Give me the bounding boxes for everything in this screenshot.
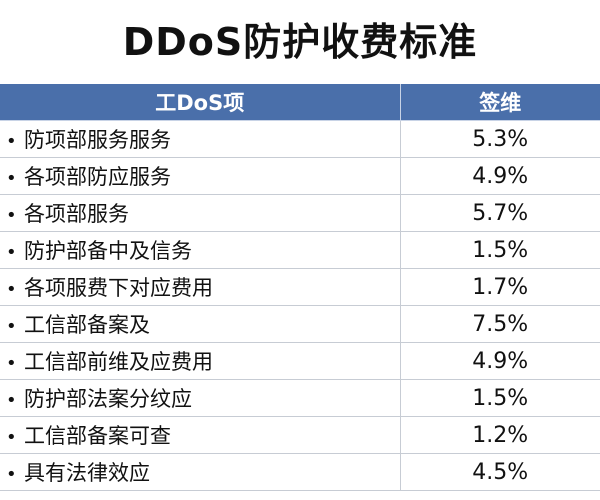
rate-value: 4.5% [400, 453, 600, 491]
bullet-icon: • [6, 353, 17, 374]
item-name: 防项部服务服务 [24, 128, 171, 152]
item-name-cell: • 工信部前维及应费用 [0, 342, 401, 380]
table-row: • 各项部防应服务 4.9% [0, 157, 600, 195]
table-row: • 工信部备案可查 1.2% [0, 416, 600, 454]
table-row: • 各项服费下对应费用 1.7% [0, 268, 600, 306]
rate-value: 5.3% [400, 120, 600, 158]
bullet-icon: • [6, 131, 17, 152]
rate-value: 4.9% [400, 342, 600, 380]
column-header-item: 工DoS项 [0, 84, 401, 121]
rate-value: 1.5% [400, 231, 600, 269]
fee-table: 工DoS项 签维 • 防项部服务服务 5.3% • 各项部防应服务 4.9% • 各项部服务 5… [0, 84, 600, 491]
table-header-row: 工DoS项 签维 [0, 84, 600, 121]
column-header-rate: 签维 [400, 84, 600, 121]
item-name-cell: • 各项服费下对应费用 [0, 268, 401, 306]
item-name: 各项服费下对应费用 [24, 276, 213, 300]
item-name-cell: • 工信部备案及 [0, 305, 401, 343]
item-name-cell: • 具有法律效应 [0, 453, 401, 491]
item-name-cell: • 防护部法案分纹应 [0, 379, 401, 417]
rate-value: 1.7% [400, 268, 600, 306]
rate-value: 1.2% [400, 416, 600, 454]
bullet-icon: • [6, 279, 17, 300]
item-name: 各项部防应服务 [24, 165, 171, 189]
item-name-cell: • 工信部备案可查 [0, 416, 401, 454]
item-name: 各项部服务 [24, 202, 129, 226]
table-row: • 工信部备案及 7.5% [0, 305, 600, 343]
item-name-cell: • 各项部防应服务 [0, 157, 401, 195]
rate-value: 5.7% [400, 194, 600, 232]
table-row: • 各项部服务 5.7% [0, 194, 600, 232]
item-name-cell: • 防项部服务服务 [0, 120, 401, 158]
item-name: 具有法律效应 [24, 461, 150, 485]
item-name: 工信部备案及 [24, 313, 150, 337]
table-row: • 防护部法案分纹应 1.5% [0, 379, 600, 417]
item-name: 工信部前维及应费用 [24, 350, 213, 374]
bullet-icon: • [6, 390, 17, 411]
bullet-icon: • [6, 242, 17, 263]
table-row: • 防护部备中及信务 1.5% [0, 231, 600, 269]
item-name: 防护部法案分纹应 [24, 387, 192, 411]
item-name: 工信部备案可查 [24, 424, 171, 448]
bullet-icon: • [6, 427, 17, 448]
item-name-cell: • 各项部服务 [0, 194, 401, 232]
item-name: 防护部备中及信务 [24, 239, 192, 263]
bullet-icon: • [6, 168, 17, 189]
page-title: DDoS防护收费标准 [122, 20, 478, 64]
bullet-icon: • [6, 316, 17, 337]
table-row: • 防项部服务服务 5.3% [0, 120, 600, 158]
table-row: • 具有法律效应 4.5% [0, 453, 600, 491]
bullet-icon: • [6, 205, 17, 226]
table-row: • 工信部前维及应费用 4.9% [0, 342, 600, 380]
item-name-cell: • 防护部备中及信务 [0, 231, 401, 269]
rate-value: 7.5% [400, 305, 600, 343]
rate-value: 1.5% [400, 379, 600, 417]
rate-value: 4.9% [400, 157, 600, 195]
bullet-icon: • [6, 464, 17, 485]
